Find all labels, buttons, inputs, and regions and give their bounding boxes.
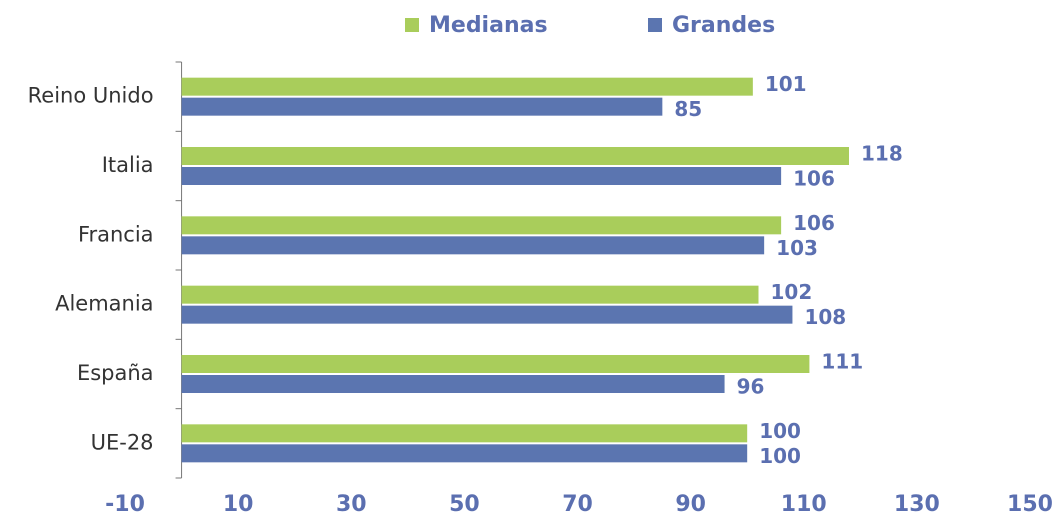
- bar: [181, 216, 782, 235]
- bar: [181, 236, 765, 255]
- x-tick-label: 30: [336, 492, 367, 517]
- legend-label: Grandes: [672, 13, 775, 38]
- bar: [181, 167, 782, 185]
- y-tick-label: Francia: [78, 222, 154, 246]
- legend-label: Medianas: [429, 13, 548, 38]
- value-label: 100: [759, 419, 801, 443]
- value-label: 103: [776, 236, 818, 260]
- value-label: 96: [737, 375, 765, 399]
- y-tick-label: Alemania: [55, 292, 153, 316]
- bar: [181, 97, 663, 116]
- value-label: 102: [771, 280, 813, 304]
- y-tick-label: Reino Unido: [28, 84, 154, 108]
- value-label: 85: [674, 97, 702, 121]
- bar: [181, 375, 725, 393]
- bar: [181, 355, 810, 373]
- x-tick-label: 50: [449, 492, 480, 517]
- x-tick-label: 10: [223, 492, 254, 517]
- bar: [181, 147, 849, 165]
- y-tick-label: España: [77, 361, 154, 385]
- bar: [181, 424, 748, 443]
- legend-swatch: [405, 18, 419, 32]
- value-label: 100: [759, 444, 801, 468]
- value-label: 106: [793, 211, 835, 235]
- x-tick-label: -10: [105, 492, 145, 517]
- legend-swatch: [648, 18, 662, 32]
- value-label: 111: [821, 350, 863, 374]
- value-label: 108: [804, 305, 846, 329]
- bar: [181, 444, 748, 463]
- y-tick-label: UE-28: [91, 430, 154, 454]
- value-label: 101: [765, 72, 807, 96]
- value-label: 106: [793, 167, 835, 191]
- x-tick-label: 90: [675, 492, 706, 517]
- y-tick-label: Italia: [102, 153, 154, 177]
- bar: [181, 285, 759, 304]
- x-tick-label: 150: [1007, 492, 1053, 517]
- value-label: 118: [861, 142, 903, 166]
- x-tick-label: 70: [562, 492, 593, 517]
- bar: [181, 305, 793, 324]
- bar: [181, 77, 753, 96]
- x-tick-label: 130: [894, 492, 940, 517]
- x-tick-label: 110: [781, 492, 827, 517]
